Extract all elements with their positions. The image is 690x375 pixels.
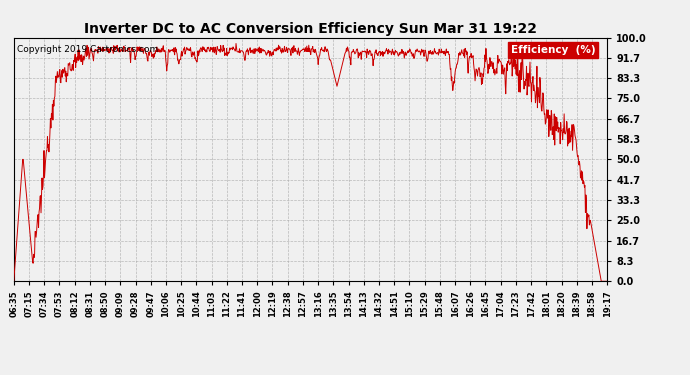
Title: Inverter DC to AC Conversion Efficiency Sun Mar 31 19:22: Inverter DC to AC Conversion Efficiency … [84, 22, 537, 36]
Text: Efficiency  (%): Efficiency (%) [511, 45, 595, 55]
Text: Copyright 2019 Cartronics.com: Copyright 2019 Cartronics.com [17, 45, 158, 54]
